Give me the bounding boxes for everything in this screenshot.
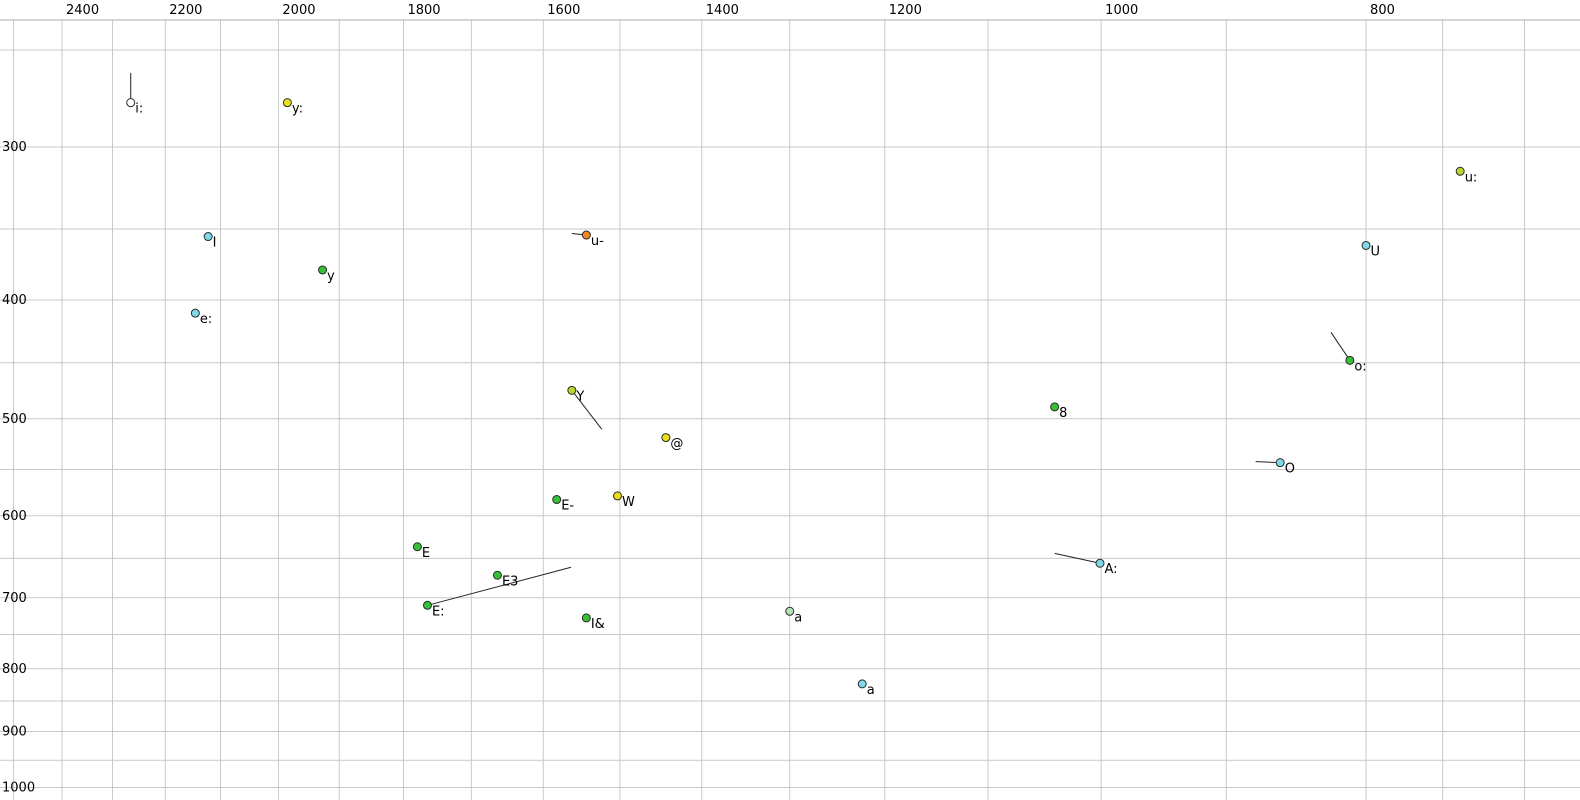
data-point-label: u- (591, 234, 604, 249)
data-point-y (318, 265, 328, 275)
data-point-label: a (867, 683, 875, 698)
y-tick-label: 700 (2, 591, 27, 606)
formant-arrow (1330, 332, 1351, 361)
y-tick-label: 800 (2, 662, 27, 677)
x-tick-label: 2200 (169, 3, 202, 18)
y-tick-label: 500 (2, 412, 27, 427)
data-point-i (581, 613, 591, 623)
data-point-label: a (794, 610, 802, 625)
data-point-label: W (622, 495, 635, 510)
data-point-u (581, 230, 591, 240)
x-tick-label: 800 (1370, 3, 1395, 18)
data-point-label: e: (200, 312, 212, 327)
data-point-i (126, 98, 136, 108)
data-point-label: O (1285, 462, 1295, 477)
data-point-label: I& (591, 617, 605, 632)
data-point-y (567, 385, 577, 395)
x-tick-label: 1000 (1105, 3, 1138, 18)
data-point-e (552, 495, 562, 505)
y-tick-label: 400 (2, 293, 27, 308)
data-point-u (1361, 240, 1371, 250)
data-point-e (422, 600, 432, 610)
data-point-e (190, 308, 200, 318)
y-tick-label: 1000 (2, 781, 35, 796)
formant-arrow (427, 566, 572, 606)
data-point-label: E (422, 546, 430, 561)
formant-arrow (571, 390, 603, 430)
data-point-label: y (327, 269, 335, 284)
data-point-o (1275, 458, 1285, 468)
x-tick-label: 2000 (282, 3, 315, 18)
data-point-label: u: (1465, 170, 1478, 185)
data-point-label: I (213, 236, 217, 251)
data-point-label: @ (670, 437, 683, 452)
data-point-u (1455, 166, 1465, 176)
data-point- (661, 433, 671, 443)
data-point-label: o: (1354, 359, 1366, 374)
data-point-label: E3 (502, 574, 519, 589)
data-point-e3 (492, 570, 502, 580)
data-point-label: A: (1104, 562, 1117, 577)
data-point-e (412, 542, 422, 552)
y-tick-label: 900 (2, 724, 27, 739)
x-tick-label: 1600 (547, 3, 580, 18)
formant-arrow (1054, 552, 1101, 564)
data-point-o (1345, 355, 1355, 365)
data-point-label: y: (292, 102, 303, 117)
x-tick-label: 1400 (706, 3, 739, 18)
y-tick-label: 300 (2, 140, 27, 155)
x-tick-label: 1800 (407, 3, 440, 18)
data-point-label: E- (561, 499, 574, 514)
data-point-label: i: (135, 102, 143, 117)
data-point-a (857, 679, 867, 689)
data-point-label: Y (575, 389, 584, 404)
data-point-i (203, 232, 213, 242)
data-point-label: U (1371, 244, 1381, 259)
data-point-8 (1050, 402, 1060, 412)
data-point-label: 8 (1059, 406, 1067, 421)
y-tick-label: 600 (2, 509, 27, 524)
data-point-y (282, 98, 292, 108)
data-point-w (613, 491, 623, 501)
data-point-a (1095, 558, 1105, 568)
x-tick-label: 1200 (889, 3, 922, 18)
x-tick-label: 2400 (66, 3, 99, 18)
data-point-a (785, 606, 795, 616)
data-point-label: E: (432, 604, 445, 619)
